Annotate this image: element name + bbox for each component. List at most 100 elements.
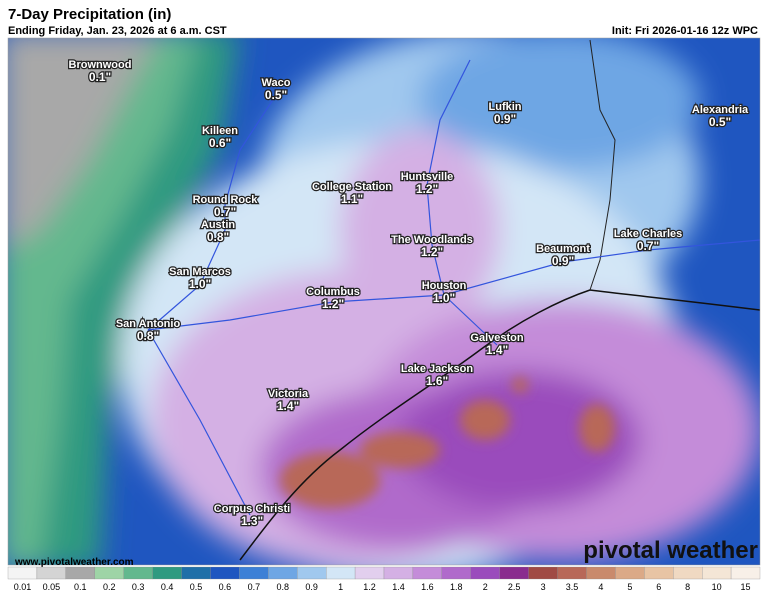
legend-swatch [268, 566, 298, 580]
map-frame [7, 37, 761, 566]
legend-label: 2 [483, 582, 488, 592]
city-name: San Antonio [116, 318, 181, 330]
city-name: Corpus Christi [214, 503, 290, 515]
legend-label: 2.5 [508, 582, 521, 592]
city-name: Huntsville [401, 171, 454, 183]
city-name: Lufkin [489, 101, 522, 113]
city-value: 0.5" [709, 115, 731, 129]
legend-swatch [557, 566, 587, 580]
legend-swatch [615, 566, 645, 580]
legend-label: 0.6 [219, 582, 232, 592]
city-name: Galveston [470, 332, 523, 344]
legend-label: 1.8 [450, 582, 463, 592]
legend-label: 3.5 [566, 582, 579, 592]
legend-label: 15 [741, 582, 751, 592]
legend-swatch [586, 566, 616, 580]
legend-label: 0.2 [103, 582, 116, 592]
legend-label: 10 [712, 582, 722, 592]
legend-label: 8 [685, 582, 690, 592]
subtitle: Ending Friday, Jan. 23, 2026 at 6 a.m. C… [8, 25, 227, 37]
city-name: Waco [262, 77, 291, 89]
city-value: 0.7" [637, 239, 659, 253]
legend-swatch [383, 566, 414, 580]
city-value: 0.6" [209, 136, 231, 150]
city-value: 1.3" [241, 514, 263, 528]
legend-label: 3 [541, 582, 546, 592]
legend-swatch [326, 566, 356, 580]
legend-label: 0.05 [43, 582, 61, 592]
legend-swatch [297, 566, 327, 580]
legend-swatch [354, 566, 385, 580]
legend-label: 1 [338, 582, 343, 592]
legend-swatch [210, 566, 240, 580]
legend-swatch [152, 566, 182, 580]
legend-swatch [499, 566, 529, 580]
city-value: 0.8" [137, 329, 159, 343]
legend-label: 1.6 [421, 582, 434, 592]
legend-label: 0.5 [190, 582, 203, 592]
city-name: Houston [422, 280, 467, 292]
legend-label: 1.2 [363, 582, 376, 592]
title: 7-Day Precipitation (in) [8, 6, 172, 23]
city-name: Round Rock [193, 194, 259, 206]
city-value: 1.4" [486, 343, 508, 357]
watermark-url: www.pivotalweather.com [14, 557, 134, 568]
legend-label: 0.4 [161, 582, 174, 592]
city-name: Lake Jackson [401, 363, 473, 375]
city-value: 0.8" [207, 230, 229, 244]
city-value: 1.1" [341, 192, 363, 206]
init-time: Init: Fri 2026-01-16 12z WPC [611, 25, 758, 37]
city-value: 0.9" [494, 112, 516, 126]
city-value: 0.1" [89, 70, 111, 84]
city-name: Columbus [306, 286, 360, 298]
legend-swatch [123, 566, 153, 580]
city-name: The Woodlands [391, 234, 473, 246]
city-name: Lake Charles [614, 228, 682, 240]
city-name: Austin [201, 219, 236, 231]
city-value: 1.2" [322, 297, 344, 311]
precip-field [8, 38, 760, 565]
city-name: Beaumont [536, 243, 590, 255]
legend-swatch [470, 566, 500, 580]
legend-swatch [702, 566, 732, 580]
legend-label: 1.4 [392, 582, 405, 592]
legend-swatch [730, 566, 761, 580]
legend-label: 0.01 [14, 582, 32, 592]
legend-swatch [181, 566, 211, 580]
city-value: 0.5" [265, 88, 287, 102]
city-name: Brownwood [69, 59, 132, 71]
legend-label: 0.3 [132, 582, 145, 592]
legend-swatch [528, 566, 558, 580]
city-name: Alexandria [692, 104, 749, 116]
legend-label: 5 [627, 582, 632, 592]
city-value: 1.0" [189, 277, 211, 291]
legend-swatch [239, 566, 269, 580]
legend-swatch [441, 566, 471, 580]
city-value: 1.4" [277, 399, 299, 413]
city-value: 1.0" [433, 291, 455, 305]
city-name: Victoria [268, 388, 309, 400]
city-value: 1.2" [421, 245, 443, 259]
city-name: College Station [312, 181, 392, 193]
city-name: Killeen [202, 125, 238, 137]
city-value: 1.6" [426, 374, 448, 388]
legend-label: 0.7 [248, 582, 261, 592]
legend-label: 0.8 [277, 582, 290, 592]
legend-label: 0.1 [74, 582, 87, 592]
legend-label: 0.9 [305, 582, 318, 592]
watermark-brand: pivotal weather [583, 537, 758, 564]
city-name: San Marcos [169, 266, 231, 278]
legend-label: 6 [656, 582, 661, 592]
legend-swatch [412, 566, 442, 580]
legend-swatch [36, 566, 66, 580]
legend-swatch [7, 566, 38, 580]
legend-swatch [94, 566, 124, 580]
city-value: 1.2" [416, 182, 438, 196]
legend-swatch [65, 566, 95, 580]
legend-label: 4 [598, 582, 603, 592]
city-value: 0.7" [214, 205, 236, 219]
city-value: 0.9" [552, 254, 574, 268]
legend-swatch [644, 566, 674, 580]
